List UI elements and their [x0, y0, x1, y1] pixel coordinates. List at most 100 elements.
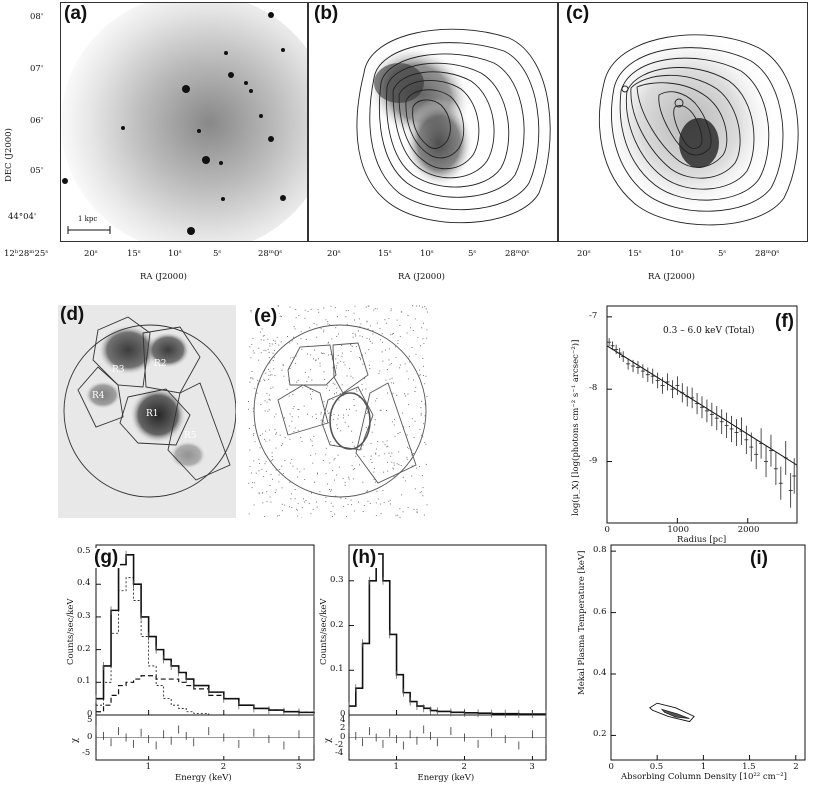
- photon-dot: [310, 308, 312, 310]
- photon-dot: [312, 391, 314, 392]
- photon-dot: [273, 356, 275, 358]
- photon-dot: [342, 477, 344, 479]
- photon-dot: [288, 506, 290, 508]
- ra-tick-label-b: 28ᵐ0ˢ: [505, 249, 530, 259]
- photon-dot: [358, 330, 359, 332]
- photon-dot: [367, 411, 369, 413]
- galaxy-xray-contour-image: [558, 2, 808, 242]
- photon-dot: [291, 416, 293, 418]
- photon-dot: [262, 335, 264, 337]
- photon-dot: [406, 332, 408, 334]
- photon-dot: [297, 503, 299, 505]
- photon-dot: [268, 374, 270, 376]
- ra-axis-label-b: RA (J2000): [398, 272, 445, 282]
- spectrum-h: [348, 544, 547, 761]
- ra-tick-label-a: 5ˢ: [213, 249, 222, 259]
- photon-dot: [269, 371, 271, 373]
- y-tick-label-f: -8: [589, 383, 598, 394]
- photon-dot: [425, 463, 427, 465]
- photon-dot: [294, 427, 296, 429]
- dec-tick-label: 08': [30, 12, 44, 22]
- photon-dot: [368, 364, 370, 366]
- photon-dot: [272, 386, 274, 388]
- star-0: [182, 85, 190, 93]
- photon-dot: [421, 327, 423, 329]
- photon-dot: [258, 359, 260, 361]
- photon-dot: [300, 436, 302, 438]
- photon-dot: [269, 439, 271, 441]
- photon-dot: [292, 465, 294, 467]
- photon-dot: [341, 384, 343, 386]
- y-tick-label-i: 0.4: [593, 668, 607, 678]
- photon-dot: [254, 482, 256, 484]
- x-tick-label-i: 0.5: [649, 762, 664, 772]
- photon-dot: [295, 362, 297, 364]
- photon-dot: [359, 335, 361, 337]
- photon-dot: [385, 379, 387, 381]
- photon-dot: [405, 395, 406, 397]
- photon-dot: [284, 460, 286, 462]
- photon-dot: [281, 465, 283, 467]
- photon-dot: [337, 454, 339, 456]
- photon-dot: [310, 393, 311, 395]
- photon-dot: [303, 498, 304, 500]
- photon-dot: [390, 308, 392, 310]
- photon-dot: [314, 349, 316, 351]
- photon-dot: [323, 307, 325, 309]
- spectrum-g: [95, 544, 315, 761]
- photon-dot: [379, 339, 381, 341]
- photon-dot: [390, 334, 392, 336]
- photon-dot: [251, 487, 253, 489]
- star-16: [280, 195, 286, 201]
- photon-dot: [330, 511, 332, 512]
- photon-dot: [275, 433, 277, 435]
- photon-dot: [332, 516, 333, 517]
- photon-dot: [414, 391, 416, 392]
- photon-dot: [393, 418, 395, 420]
- photon-dot: [397, 340, 399, 342]
- photon-dot: [390, 363, 392, 364]
- photon-dot: [398, 464, 400, 466]
- photon-dot: [327, 342, 329, 344]
- spectrum-series-0: [349, 553, 546, 715]
- photon-dot: [290, 498, 292, 500]
- photon-dot: [340, 430, 342, 432]
- photon-dot: [402, 412, 404, 414]
- residual-tick-label: -5: [82, 748, 91, 758]
- photon-dot: [251, 343, 253, 345]
- y-tick-label-f: -7: [589, 310, 598, 321]
- photon-dot: [289, 462, 291, 464]
- photon-dot: [265, 460, 267, 462]
- photon-dot: [301, 441, 303, 442]
- photon-dot: [262, 433, 264, 435]
- star-15: [187, 227, 195, 235]
- photon-dot: [251, 371, 253, 372]
- photon-dot: [343, 414, 344, 416]
- photon-dot: [291, 507, 293, 509]
- photon-dot: [426, 311, 428, 313]
- photon-dot: [420, 414, 422, 416]
- photon-dot: [258, 470, 260, 472]
- residual-tick-label: 2: [340, 723, 346, 734]
- star-7: [121, 126, 125, 130]
- photon-dot: [311, 398, 312, 400]
- photon-dot: [289, 368, 291, 370]
- photon-dot: [316, 501, 317, 503]
- photon-dot: [337, 355, 339, 357]
- photon-dot: [328, 341, 330, 343]
- photon-dot: [320, 413, 322, 415]
- photon-dot: [262, 502, 264, 504]
- photon-dot: [330, 415, 332, 416]
- photon-dot: [411, 449, 413, 451]
- spectrum-series-1: [96, 577, 314, 716]
- photon-dot: [423, 514, 425, 516]
- photon-dot: [281, 487, 283, 489]
- photon-dot: [269, 485, 271, 486]
- photon-dot: [336, 474, 338, 476]
- photon-dot: [282, 473, 284, 474]
- y-tick-label-i: 0.8: [593, 545, 607, 556]
- photon-dot: [392, 467, 394, 469]
- photon-dot: [258, 347, 260, 349]
- photon-dot: [253, 504, 255, 506]
- photon-dot: [393, 424, 395, 426]
